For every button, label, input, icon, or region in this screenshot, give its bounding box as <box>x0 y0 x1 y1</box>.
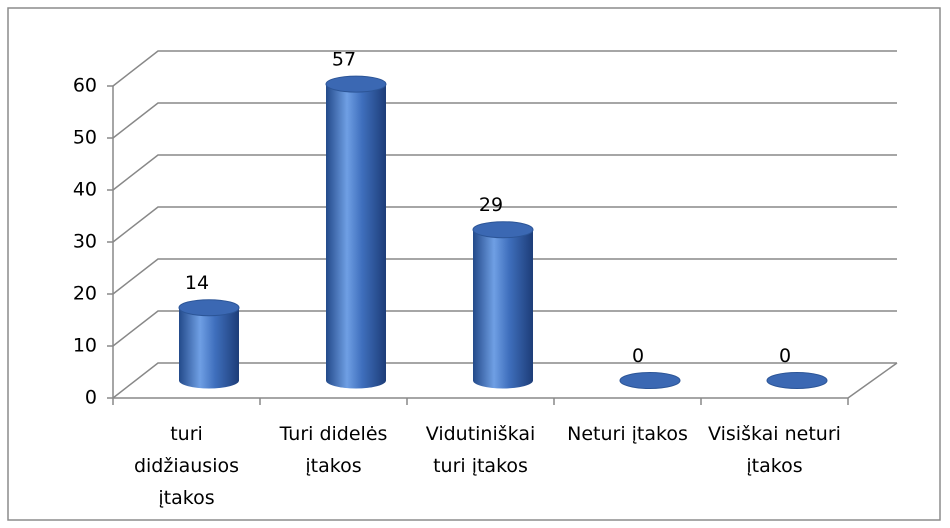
data-label: 0 <box>632 345 644 367</box>
cylinder <box>766 372 828 389</box>
cylinder-top <box>619 372 681 389</box>
cylinder-body <box>326 84 386 389</box>
x-tick-label: Visiškai neturi įtakos <box>708 423 841 477</box>
y-tick-label: 40 <box>73 179 97 201</box>
grid-line <box>112 310 897 347</box>
cylinder-top <box>325 75 387 93</box>
grid-line <box>112 102 897 139</box>
cylinder <box>325 75 387 389</box>
grid-line <box>112 50 897 87</box>
data-label: 0 <box>779 345 791 367</box>
cylinder-top <box>178 299 240 317</box>
y-tick-label: 0 <box>85 387 97 409</box>
grid <box>112 50 897 399</box>
y-tick-label: 60 <box>73 75 97 97</box>
data-label: 57 <box>332 49 356 71</box>
y-tick-label: 30 <box>73 231 97 253</box>
grid-line <box>112 258 897 295</box>
data-label: 14 <box>185 272 209 294</box>
grid-line <box>112 206 897 243</box>
grid-line <box>112 362 897 399</box>
x-tick-label: turi didžiausios įtakos <box>133 423 240 509</box>
cylinder <box>619 372 681 389</box>
cylinder-body <box>473 229 533 389</box>
cylinder-top <box>766 372 828 389</box>
x-tick-label: Neturi įtakos <box>567 423 688 445</box>
cylinder <box>472 221 534 389</box>
x-tick-label: Turi didelės įtakos <box>279 423 388 477</box>
grid-line <box>112 154 897 191</box>
cylinder <box>178 299 240 389</box>
x-tick-label: Vidutiniškai turi įtakos <box>425 423 536 477</box>
cylinder-body <box>179 307 240 389</box>
y-tick-label: 10 <box>73 335 97 357</box>
y-tick-label: 50 <box>73 127 97 149</box>
y-tick-label: 20 <box>73 283 97 305</box>
cylinder-top <box>472 221 534 239</box>
data-label: 29 <box>479 194 503 216</box>
bars <box>178 75 828 389</box>
